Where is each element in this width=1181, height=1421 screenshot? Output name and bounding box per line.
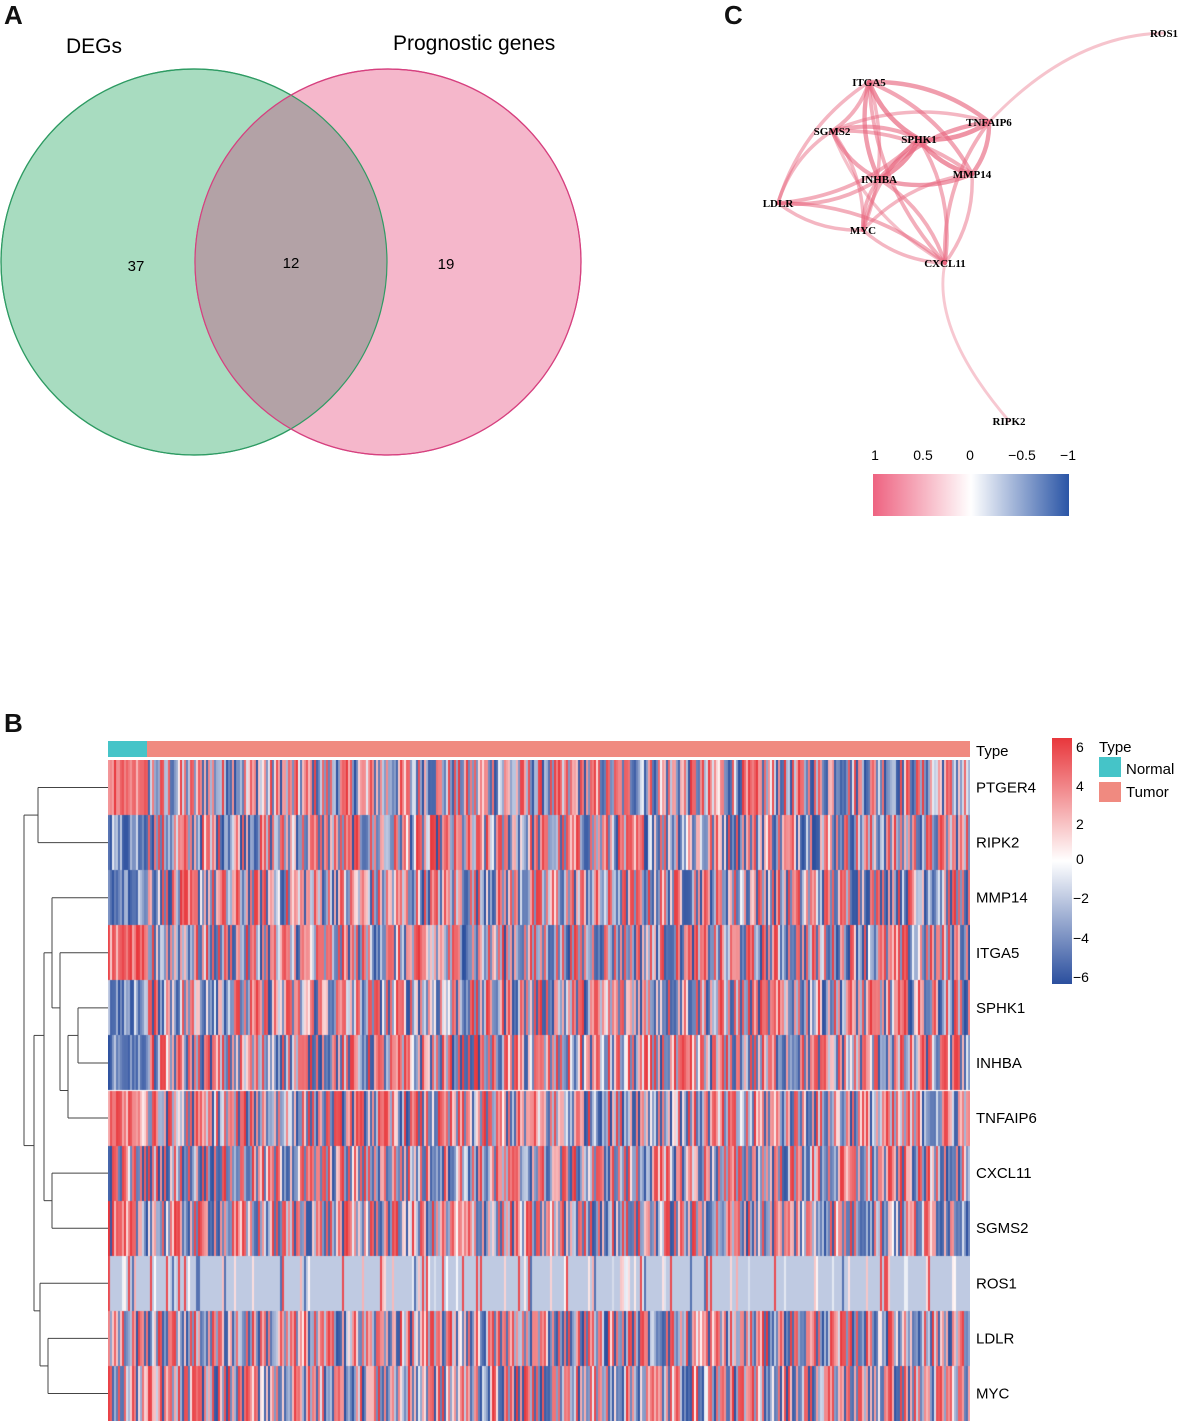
net-legend-tick: −1 bbox=[1060, 447, 1076, 463]
venn-set-label-prognostic: Prognostic genes bbox=[393, 32, 555, 55]
panel-label-a: A bbox=[4, 0, 23, 30]
venn-circle-prognostic-outline bbox=[194, 68, 582, 456]
scale-tick: 0 bbox=[1076, 851, 1084, 867]
venn-count-degs-only: 37 bbox=[128, 258, 145, 275]
annotation-title: Type bbox=[976, 743, 1009, 760]
network-edge-inhba-myc bbox=[861, 177, 881, 232]
scale-tick: −6 bbox=[1073, 969, 1089, 985]
network-edge-tnfaip6-mmp14 bbox=[969, 119, 992, 177]
network-edge-inhba-mmp14 bbox=[876, 171, 975, 188]
network-edge-inhba-cxcl11 bbox=[877, 177, 947, 265]
legend-swatch-tumor bbox=[1099, 782, 1121, 802]
gene-label-itga5: ITGA5 bbox=[976, 945, 1019, 962]
network-edge-itga5-tnfaip6 bbox=[866, 79, 992, 125]
network-edge-cxcl11-ripk2 bbox=[941, 261, 1011, 423]
scale-tick: −4 bbox=[1073, 930, 1089, 946]
scale-tick: −2 bbox=[1073, 890, 1089, 906]
heatmap-color-scale bbox=[1052, 738, 1072, 984]
legend-swatch-normal bbox=[1099, 757, 1121, 777]
network-edges bbox=[776, 31, 1166, 423]
correlation-network: ITGA5 SGMS2 SPHK1 TNFAIP6 INHBA MMP14 LDLR MYC C… bbox=[763, 28, 1178, 516]
network-edge-sgms2-tnfaip6 bbox=[830, 110, 991, 133]
gene-label-myc: MYC bbox=[976, 1385, 1010, 1402]
gene-label-sgms2: SGMS2 bbox=[976, 1220, 1029, 1237]
network-node-sphk1: SPHK1 bbox=[901, 134, 936, 146]
network-edge-itga5-cxcl11 bbox=[867, 80, 947, 265]
network-edge-ldlr-cxcl11 bbox=[776, 201, 947, 265]
network-node-myc: MYC bbox=[850, 225, 876, 237]
gene-label-ripk2: RIPK2 bbox=[976, 835, 1019, 852]
network-node-cxcl11: CXCL11 bbox=[924, 258, 966, 270]
panel-label-c: C bbox=[724, 0, 743, 30]
network-nodes: ITGA5 SGMS2 SPHK1 TNFAIP6 INHBA MMP14 LDLR MYC C… bbox=[763, 28, 1178, 428]
venn-count-overlap: 12 bbox=[283, 255, 300, 272]
network-edge-sphk1-tnfaip6 bbox=[916, 119, 992, 142]
type-legend-title: Type bbox=[1099, 739, 1132, 756]
network-node-sgms2: SGMS2 bbox=[814, 126, 851, 138]
scale-tick: 2 bbox=[1076, 816, 1084, 832]
network-node-tnfaip6: TNFAIP6 bbox=[966, 117, 1012, 129]
net-legend-tick: 1 bbox=[871, 447, 879, 463]
venn-overlap bbox=[195, 69, 387, 455]
network-legend: 1 0.5 0 −0.5 −1 bbox=[871, 447, 1076, 516]
net-legend-tick: 0.5 bbox=[913, 447, 933, 463]
net-legend-tick: −0.5 bbox=[1008, 447, 1036, 463]
network-node-itga5: ITGA5 bbox=[852, 77, 886, 89]
gene-label-mmp14: MMP14 bbox=[976, 890, 1028, 907]
heatmap-cells bbox=[108, 760, 970, 1421]
gene-label-ros1: ROS1 bbox=[976, 1275, 1017, 1292]
network-edge-sgms2-cxcl11 bbox=[830, 129, 947, 265]
venn-diagram: DEGs Prognostic genes 37 12 19 bbox=[0, 32, 582, 456]
net-legend-gradient bbox=[873, 474, 1069, 516]
legend-label-tumor: Tumor bbox=[1126, 784, 1169, 801]
network-edge-ldlr-myc bbox=[776, 201, 865, 232]
network-node-ripk2: RIPK2 bbox=[993, 416, 1027, 428]
gene-label-cxcl11: CXCL11 bbox=[976, 1165, 1032, 1182]
network-edge-tnfaip6-inhba bbox=[876, 119, 992, 182]
network-edge-sgms2-mmp14 bbox=[830, 128, 974, 176]
network-edge-sgms2-ldlr bbox=[776, 129, 834, 205]
network-edge-mmp14-cxcl11 bbox=[943, 172, 974, 265]
panel-label-b: B bbox=[4, 708, 23, 738]
network-node-ldlr: LDLR bbox=[763, 198, 795, 210]
heatmap-annotation-bar bbox=[108, 741, 970, 757]
net-legend-tick: 0 bbox=[966, 447, 974, 463]
gene-label-ldlr: LDLR bbox=[976, 1330, 1015, 1347]
network-node-ros1: ROS1 bbox=[1150, 28, 1178, 40]
venn-circle-degs-outline bbox=[0, 68, 388, 456]
gene-label-inhba: INHBA bbox=[976, 1055, 1022, 1072]
scale-tick: 4 bbox=[1076, 778, 1084, 794]
legend-label-normal: Normal bbox=[1126, 761, 1174, 778]
gene-label-sphk1: SPHK1 bbox=[976, 1000, 1025, 1017]
annotation-tumor bbox=[147, 741, 970, 757]
network-node-mmp14: MMP14 bbox=[953, 169, 992, 181]
network-edge-myc-cxcl11 bbox=[861, 228, 947, 265]
network-edge-tnfaip6-cxcl11 bbox=[942, 120, 991, 265]
gene-label-tnfaip6: TNFAIP6 bbox=[976, 1110, 1037, 1127]
heatmap-dendrogram bbox=[23, 787, 108, 1394]
venn-count-prognostic-only: 19 bbox=[438, 256, 455, 273]
network-edge-tnfaip6-ros1 bbox=[987, 31, 1166, 124]
scale-tick: 6 bbox=[1076, 739, 1084, 755]
annotation-normal bbox=[108, 741, 147, 757]
network-node-inhba: INHBA bbox=[861, 174, 897, 186]
gene-label-ptger4: PTGER4 bbox=[976, 780, 1036, 797]
heatmap-labels: Type PTGER4 RIPK2 MMP14 ITGA5 SPHK1 INHBA TNFA… bbox=[976, 738, 1174, 1402]
venn-set-label-degs: DEGs bbox=[66, 35, 122, 58]
network-edge-itga5-ldlr bbox=[776, 80, 871, 205]
